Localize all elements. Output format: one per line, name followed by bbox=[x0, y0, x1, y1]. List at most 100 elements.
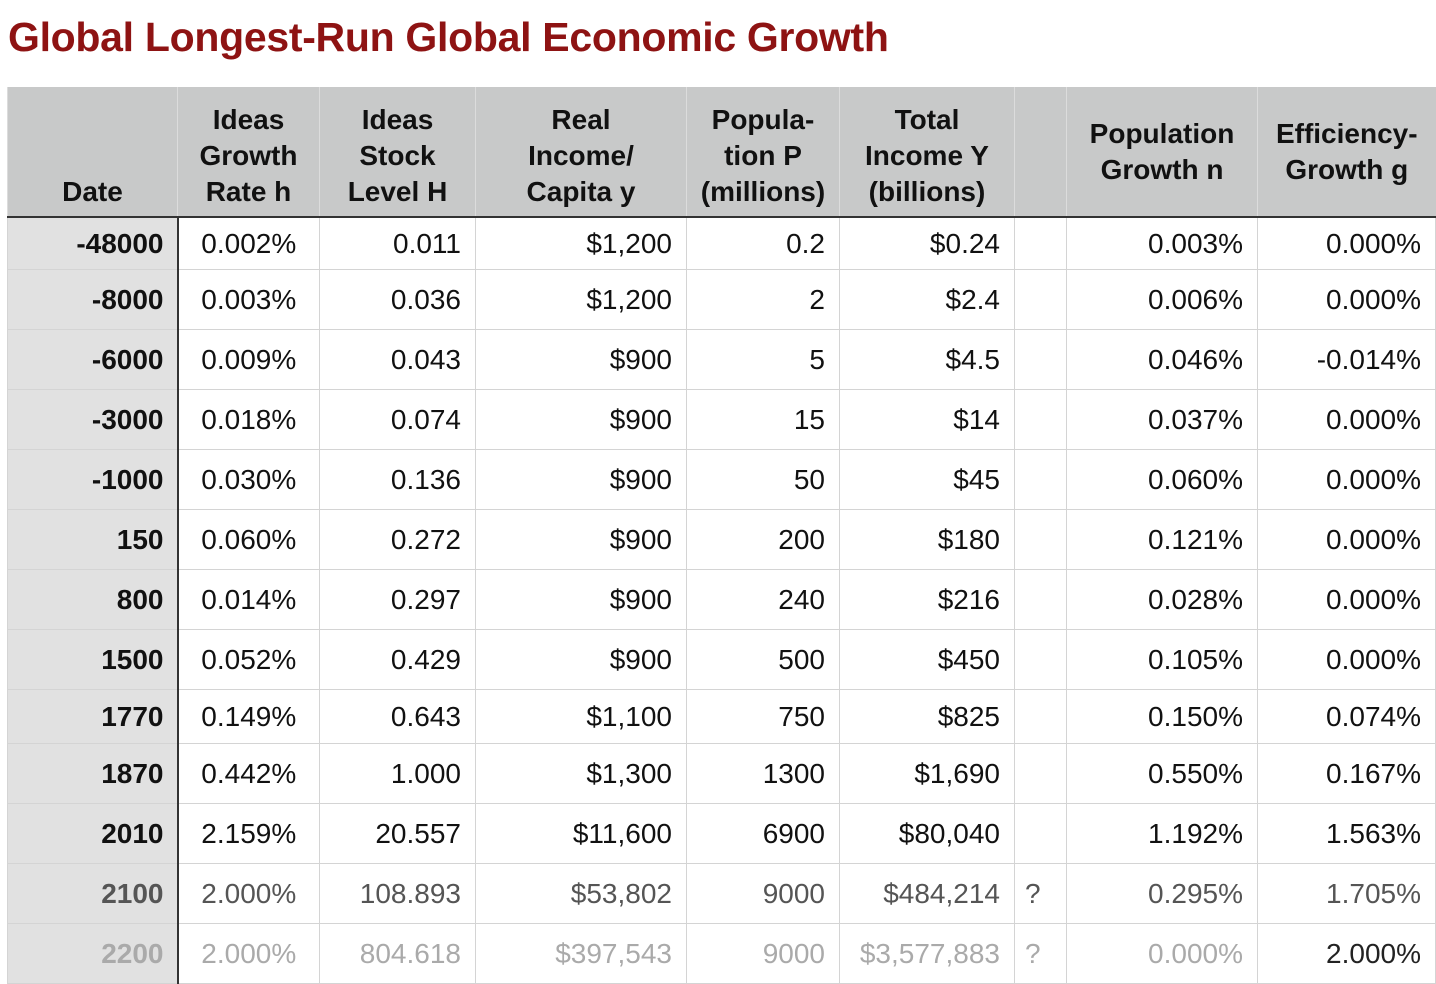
table-cell: $484,214 bbox=[839, 863, 1015, 924]
table-cell: 2.000% bbox=[177, 863, 320, 924]
table-cell: ? bbox=[1014, 923, 1067, 984]
header-line: Rate h bbox=[205, 176, 292, 207]
date-cell: 1500 bbox=[7, 629, 179, 690]
table-cell: 240 bbox=[686, 569, 840, 630]
date-cell: -3000 bbox=[7, 389, 179, 450]
table-row: 1770 0.149% 0.643 $1,100 750 $825 0.150% 0.074% bbox=[7, 689, 1436, 744]
table-cell: 0.000% bbox=[1257, 629, 1436, 690]
table-cell: 0.028% bbox=[1066, 569, 1258, 630]
table-cell: 0.046% bbox=[1066, 329, 1258, 390]
table-cell: $4.5 bbox=[839, 329, 1015, 390]
table-cell: 750 bbox=[686, 689, 840, 744]
table-cell: $45 bbox=[839, 449, 1015, 510]
table-cell: $180 bbox=[839, 509, 1015, 570]
table-cell: 1.563% bbox=[1257, 803, 1436, 864]
table-cell: 0.000% bbox=[1257, 269, 1436, 330]
table-cell: 0.002% bbox=[177, 216, 320, 270]
table-cell: 0.000% bbox=[1066, 923, 1258, 984]
table-cell: $80,040 bbox=[839, 803, 1015, 864]
date-cell: -8000 bbox=[7, 269, 179, 330]
table-cell: $900 bbox=[475, 569, 687, 630]
table-row: -8000 0.003% 0.036 $1,200 2 $2.4 0.006% 0.000% bbox=[7, 269, 1436, 330]
table-cell: 200 bbox=[686, 509, 840, 570]
table-cell: 2.159% bbox=[177, 803, 320, 864]
date-cell: 150 bbox=[7, 509, 179, 570]
date-cell: 2100 bbox=[7, 863, 179, 924]
header-line: Total bbox=[894, 104, 960, 135]
table-cell: 0.295% bbox=[1066, 863, 1258, 924]
header-line: Capita y bbox=[526, 176, 636, 207]
table-cell: 0.429 bbox=[319, 629, 476, 690]
table-cell: 804.618 bbox=[319, 923, 476, 984]
title: Global Longest-Run Global Economic Growt… bbox=[8, 14, 889, 60]
table-cell: 0.136 bbox=[319, 449, 476, 510]
table-cell: 0.030% bbox=[177, 449, 320, 510]
table-cell: 500 bbox=[686, 629, 840, 690]
table-cell: $450 bbox=[839, 629, 1015, 690]
header-line: Growth n bbox=[1100, 153, 1224, 185]
header-line: Date bbox=[62, 176, 123, 207]
table-cell: 20.557 bbox=[319, 803, 476, 864]
table-cell: $900 bbox=[475, 629, 687, 690]
column-header: Ideas Stock Level H bbox=[319, 87, 476, 218]
table-cell: $216 bbox=[839, 569, 1015, 630]
table-cell: $900 bbox=[475, 329, 687, 390]
table-row: -6000 0.009% 0.043 $900 5 $4.5 0.046% -0.014% bbox=[7, 329, 1436, 390]
table-cell: 0.006% bbox=[1066, 269, 1258, 330]
date-cell: 1770 bbox=[7, 689, 179, 744]
header-line: Ideas bbox=[212, 104, 285, 135]
table-cell bbox=[1014, 569, 1067, 630]
column-header: Population Growth n bbox=[1066, 87, 1258, 218]
table-cell: 0.272 bbox=[319, 509, 476, 570]
table-cell: 0.060% bbox=[177, 509, 320, 570]
table-cell: $1,100 bbox=[475, 689, 687, 744]
table-cell bbox=[1014, 269, 1067, 330]
table-row: -1000 0.030% 0.136 $900 50 $45 0.060% 0.000% bbox=[7, 449, 1436, 510]
table-cell: 5 bbox=[686, 329, 840, 390]
table-cell: 2 bbox=[686, 269, 840, 330]
column-header: Efficiency- Growth g bbox=[1257, 87, 1436, 218]
table-cell: 0.037% bbox=[1066, 389, 1258, 450]
table-cell: 0.149% bbox=[177, 689, 320, 744]
table-cell bbox=[1014, 216, 1067, 270]
date-cell: -6000 bbox=[7, 329, 179, 390]
table-cell: 0.074% bbox=[1257, 689, 1436, 744]
column-header: Date bbox=[7, 87, 178, 218]
table-cell: 9000 bbox=[686, 863, 840, 924]
table-cell: 0.018% bbox=[177, 389, 320, 450]
table-cell: 0.105% bbox=[1066, 629, 1258, 690]
table-cell: $3,577,883 bbox=[839, 923, 1015, 984]
table-cell bbox=[1014, 509, 1067, 570]
header-line: Income/ bbox=[528, 140, 634, 171]
table-cell bbox=[1014, 743, 1067, 804]
table-cell bbox=[1014, 803, 1067, 864]
table-cell: 0.014% bbox=[177, 569, 320, 630]
table-cell bbox=[1014, 629, 1067, 690]
table-row: 800 0.014% 0.297 $900 240 $216 0.028% 0.000% bbox=[7, 569, 1436, 630]
table-cell: 0.550% bbox=[1066, 743, 1258, 804]
table-cell: 0.297 bbox=[319, 569, 476, 630]
table-cell: 0.442% bbox=[177, 743, 320, 804]
table-cell: 2.000% bbox=[177, 923, 320, 984]
table-row: 1870 0.442% 1.000 $1,300 1300 $1,690 0.550% 0.1… bbox=[7, 743, 1436, 804]
table-cell: $0.24 bbox=[839, 216, 1015, 270]
table-cell: 0.074 bbox=[319, 389, 476, 450]
table-cell: 0.060% bbox=[1066, 449, 1258, 510]
table-cell: 0.036 bbox=[319, 269, 476, 330]
table-cell: $14 bbox=[839, 389, 1015, 450]
column-header: Ideas Growth Rate h bbox=[177, 87, 320, 218]
header-line: (millions) bbox=[700, 176, 826, 207]
date-cell: -1000 bbox=[7, 449, 179, 510]
table-cell: 0.052% bbox=[177, 629, 320, 690]
table-cell bbox=[1014, 329, 1067, 390]
table-cell: 0.2 bbox=[686, 216, 840, 270]
header-line: Stock bbox=[359, 140, 436, 171]
header-line: Ideas bbox=[361, 104, 434, 135]
table-cell: ? bbox=[1014, 863, 1067, 924]
date-cell: 1870 bbox=[7, 743, 179, 804]
column-header: Popula-tion P (millions) bbox=[686, 87, 840, 218]
header-line: Efficiency- bbox=[1275, 117, 1418, 149]
table-row: 2200 2.000% 804.618 $397,543 9000 $3,577,883?… bbox=[7, 923, 1436, 984]
date-cell: 800 bbox=[7, 569, 179, 630]
